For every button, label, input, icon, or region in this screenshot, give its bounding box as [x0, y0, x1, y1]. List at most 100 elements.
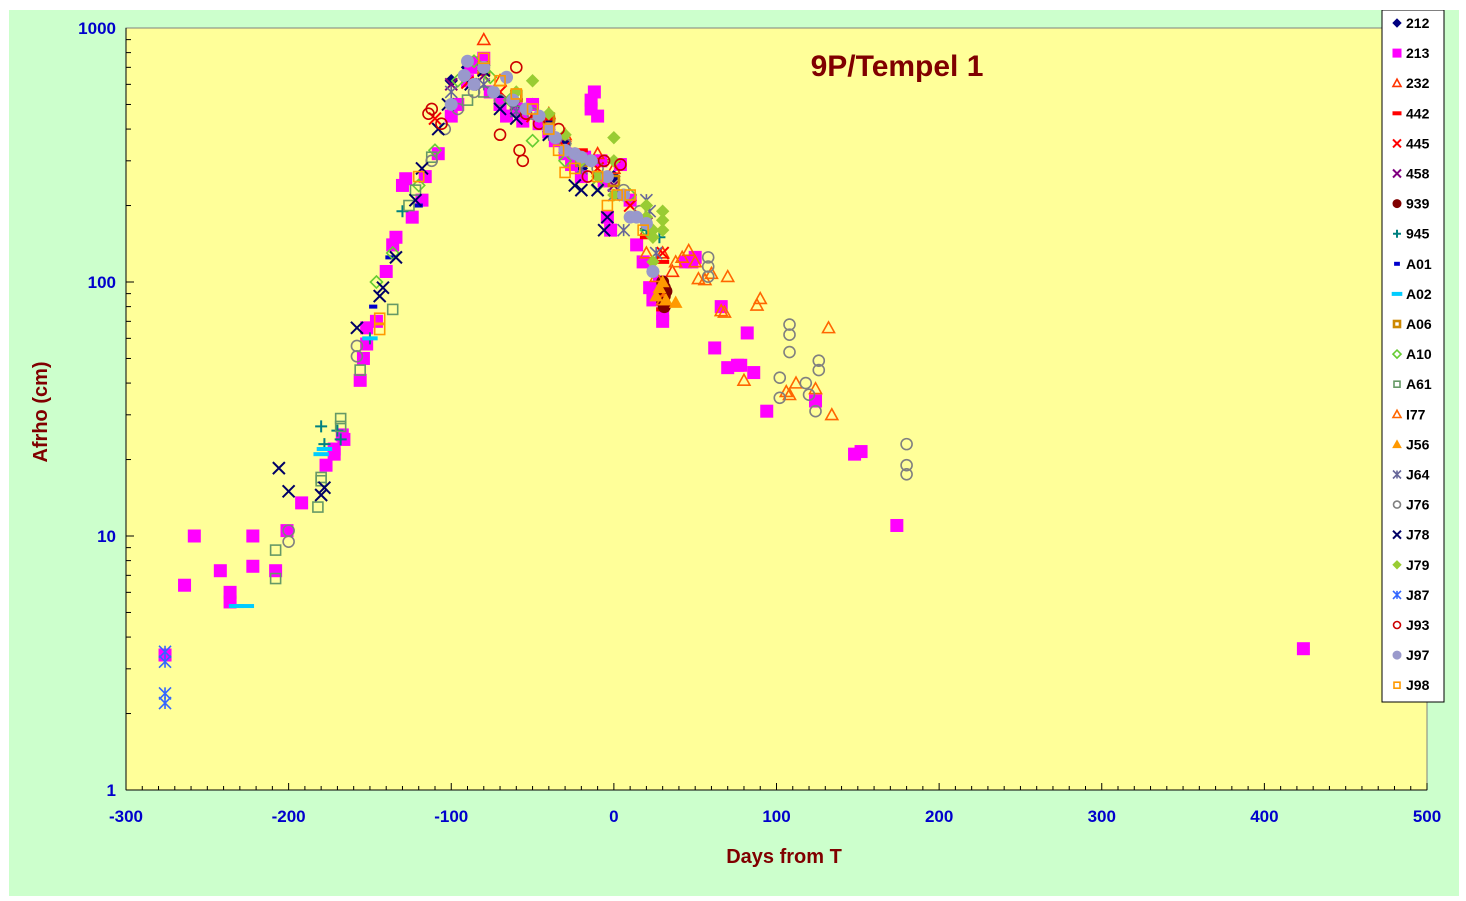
data-point [824, 407, 840, 421]
data-point [526, 103, 539, 115]
data-point [597, 154, 611, 168]
data-point [708, 341, 722, 355]
data-point [655, 246, 670, 260]
x-tick-label: -300 [109, 807, 143, 826]
legend-marker-212 [1392, 18, 1402, 28]
data-point [444, 85, 458, 99]
data-point [317, 480, 332, 495]
x-tick-label: -100 [434, 807, 468, 826]
data-point [637, 224, 649, 236]
data-point [687, 254, 703, 268]
legend-marker-j97 [1392, 650, 1402, 660]
legend-label-j76: J76 [1406, 497, 1430, 513]
data-point [701, 270, 715, 283]
chart-svg: -300 -200 -100 0 100 200 300 400 500 1101001000 … [30, 10, 1445, 868]
data-point [569, 162, 581, 175]
data-point [269, 544, 282, 556]
data-point [691, 271, 706, 285]
legend-marker-j56 [1392, 439, 1402, 449]
data-point [315, 471, 327, 484]
data-point [403, 199, 415, 212]
data-point [373, 312, 386, 325]
data-point [369, 274, 384, 290]
data-point [659, 292, 673, 306]
series-j97 [444, 54, 660, 278]
data-point [158, 645, 172, 659]
data-point [369, 314, 383, 328]
data-point [630, 210, 644, 224]
legend-marker-j78 [1392, 529, 1402, 540]
data-point [411, 178, 426, 193]
data-point [334, 420, 347, 433]
data-point [353, 373, 367, 387]
data-point [331, 424, 344, 437]
legend-label-232: 232 [1406, 75, 1430, 91]
data-point [854, 445, 868, 459]
x-tick-label: 0 [609, 807, 618, 826]
data-point [655, 274, 670, 288]
data-point [720, 268, 736, 283]
data-point [1296, 642, 1310, 656]
data-point [900, 437, 913, 451]
data-point [314, 488, 328, 502]
legend-label-458: 458 [1406, 166, 1430, 182]
data-point [467, 77, 481, 91]
data-point [487, 85, 501, 99]
data-point [444, 97, 458, 111]
data-point [809, 404, 822, 418]
x-axis-title: Days from T [726, 846, 842, 868]
data-point [386, 303, 399, 316]
data-point [607, 130, 621, 145]
data-point [178, 578, 192, 592]
legend-marker-j87 [1392, 590, 1402, 600]
data-point [591, 170, 604, 183]
legend-marker-458 [1392, 168, 1402, 179]
data-point [542, 106, 556, 121]
data-point [611, 189, 623, 201]
data-point [782, 387, 797, 401]
data-point [773, 391, 787, 405]
data-point [425, 102, 439, 116]
x-tick-label: 500 [1413, 807, 1441, 826]
legend-label-445: 445 [1406, 135, 1430, 151]
data-point [476, 31, 492, 46]
data-point [590, 183, 605, 197]
data-point [788, 375, 804, 389]
data-point [444, 109, 458, 123]
legend-label-939: 939 [1406, 196, 1430, 212]
data-point [372, 289, 387, 303]
legend-marker-a06 [1392, 319, 1402, 329]
x-axis: -300 -200 -100 0 100 200 300 400 500 [109, 783, 1441, 826]
legend-label-j79: J79 [1406, 557, 1430, 573]
data-point [519, 102, 533, 116]
x-tick-label: 100 [762, 807, 790, 826]
data-point [415, 161, 429, 176]
data-point [272, 461, 286, 475]
data-point [312, 501, 324, 513]
series-j56 [649, 274, 683, 308]
data-point [552, 144, 565, 157]
data-point [600, 170, 614, 184]
data-point [525, 74, 540, 88]
data-point [617, 188, 631, 202]
data-point [187, 529, 201, 543]
y-tick-label: 10 [97, 527, 116, 546]
data-point [655, 245, 671, 259]
data-point [717, 304, 732, 318]
data-point [558, 128, 572, 142]
legend-label-j56: J56 [1406, 436, 1430, 452]
data-point [900, 458, 913, 472]
data-point [379, 264, 393, 278]
legend: 212 213 232 442 445 458 939 945 A01 A02 A06 A10 A61 I… [1381, 10, 1445, 703]
data-point [747, 366, 761, 380]
y-tick-label: 100 [88, 273, 116, 292]
data-point [506, 93, 520, 107]
data-point [734, 358, 748, 372]
data-point [334, 412, 347, 425]
legend-marker-j64 [1392, 469, 1402, 480]
data-point [350, 321, 364, 335]
data-point [591, 109, 605, 123]
data-point [461, 94, 474, 106]
data-point [350, 339, 364, 353]
data-point [783, 328, 796, 342]
